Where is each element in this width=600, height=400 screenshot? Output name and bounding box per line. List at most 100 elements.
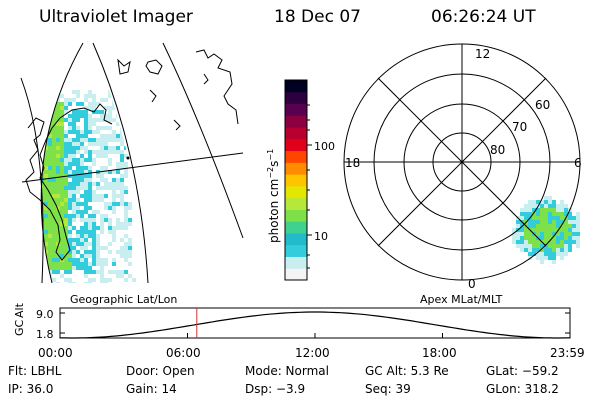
emission-pixel [560, 248, 564, 252]
emission-pixel [56, 238, 60, 242]
emission-pixel [96, 262, 100, 266]
emission-pixel [572, 220, 576, 224]
emission-pixel [560, 224, 564, 228]
emission-pixel [24, 198, 28, 202]
emission-pixel [72, 158, 76, 162]
emission-pixel [32, 202, 36, 206]
emission-pixel [116, 182, 120, 186]
emission-pixel [540, 236, 544, 240]
emission-pixel [80, 158, 84, 162]
emission-pixel [64, 98, 68, 102]
emission-pixel [24, 206, 28, 210]
emission-pixel [36, 274, 40, 278]
timeline-xtick-label: 12:00 [295, 346, 330, 360]
emission-pixel [84, 210, 88, 214]
emission-pixel [532, 252, 536, 256]
emission-pixel [100, 218, 104, 222]
emission-pixel [28, 258, 32, 262]
emission-pixel [84, 158, 88, 162]
timeline-ytick-label: 1.8 [36, 328, 54, 341]
emission-pixel [80, 258, 84, 262]
emission-pixel [120, 134, 124, 138]
emission-pixel [44, 234, 48, 238]
emission-pixel [56, 218, 60, 222]
coastline-africa [195, 49, 239, 125]
emission-pixel [20, 174, 24, 178]
emission-pixel [60, 246, 64, 250]
emission-pixel [112, 258, 116, 262]
emission-pixel [104, 262, 108, 266]
emission-pixel [32, 102, 36, 106]
emission-pixel [88, 190, 92, 194]
emission-pixel [128, 206, 132, 210]
emission-pixel [76, 190, 80, 194]
colorbar-cell [285, 162, 307, 175]
emission-pixel [36, 218, 40, 222]
emission-pixel [108, 186, 112, 190]
emission-pixel [84, 166, 88, 170]
emission-pixel [20, 262, 24, 266]
emission-pixel [56, 190, 60, 194]
emission-pixel [528, 248, 532, 252]
emission-pixel [528, 236, 532, 240]
emission-pixel [64, 186, 68, 190]
emission-pixel [20, 274, 24, 278]
emission-pixel [124, 186, 128, 190]
emission-pixel [68, 234, 72, 238]
emission-pixel [564, 220, 568, 224]
emission-pixel [84, 246, 88, 250]
emission-pixel [116, 250, 120, 254]
emission-pixel [100, 230, 104, 234]
emission-pixel [72, 130, 76, 134]
emission-pixel [56, 162, 60, 166]
emission-pixel [112, 198, 116, 202]
emission-pixel [540, 252, 544, 256]
emission-pixel [56, 198, 60, 202]
emission-pixel [52, 126, 56, 130]
emission-pixel [540, 260, 544, 264]
emission-pixel [24, 138, 28, 142]
emission-pixel [100, 98, 104, 102]
emission-pixel [68, 282, 72, 283]
emission-pixel [28, 246, 32, 250]
emission-pixel [116, 150, 120, 154]
emission-pixel [24, 214, 28, 218]
emission-pixel [532, 200, 536, 204]
emission-pixel [48, 110, 52, 114]
emission-pixel [520, 232, 524, 236]
emission-pixel [108, 162, 112, 166]
emission-pixel [84, 182, 88, 186]
emission-pixel [56, 102, 60, 106]
island-3 [149, 89, 157, 103]
emission-pixel [52, 254, 56, 258]
emission-pixel [84, 118, 88, 122]
emission-pixel [36, 186, 40, 190]
colorbar-cell [285, 103, 307, 116]
emission-pixel [24, 242, 28, 246]
ip-field: IP: 36.0 [8, 382, 54, 396]
emission-pixel [104, 218, 108, 222]
emission-pixel [528, 244, 532, 248]
emission-pixel [28, 250, 32, 254]
emission-pixel [104, 170, 108, 174]
emission-pixel [92, 102, 96, 106]
emission-pixel [56, 142, 60, 146]
emission-pixel [104, 282, 108, 283]
emission-pixel [536, 232, 540, 236]
colorbar-cell [285, 221, 307, 234]
emission-pixel [56, 214, 60, 218]
emission-pixel [32, 182, 36, 186]
emission-pixel [60, 158, 64, 162]
emission-pixel [112, 230, 116, 234]
emission-pixel [96, 270, 100, 274]
emission-pixel [76, 206, 80, 210]
emission-pixel [100, 266, 104, 270]
emission-pixel [92, 118, 96, 122]
emission-pixel [112, 134, 116, 138]
emission-pixel [60, 174, 64, 178]
emission-pixel [552, 256, 556, 260]
emission-pixel [92, 194, 96, 198]
emission-pixel [568, 212, 572, 216]
emission-pixel [520, 244, 524, 248]
emission-pixel [56, 146, 60, 150]
